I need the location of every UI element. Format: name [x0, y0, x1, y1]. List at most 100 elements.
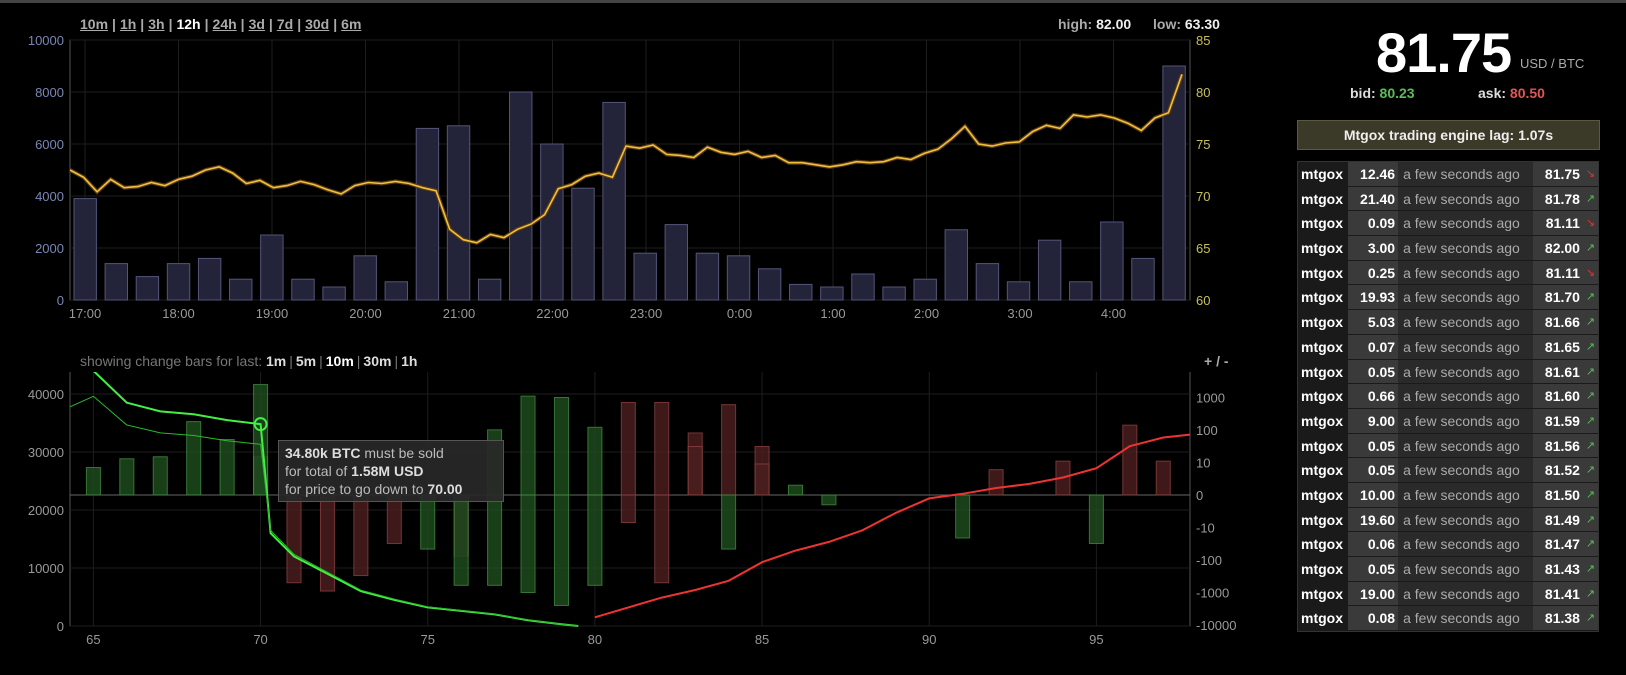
market-depth-chart[interactable]: 6570758085909501000020000300004000010000… — [0, 372, 1290, 675]
trade-amount: 19.00 — [1348, 581, 1399, 606]
exchange-name: mtgox — [1298, 581, 1349, 606]
volume-bar — [664, 224, 689, 301]
engine-lag-banner: Mtgox trading engine lag: 1.07s — [1297, 120, 1600, 150]
change-bars-5m[interactable]: 5m — [295, 353, 317, 369]
y-right-tick-label: -10000 — [1196, 618, 1236, 633]
change-bar — [286, 494, 302, 584]
trade-price: 81.75 — [1532, 162, 1583, 186]
arrow-down-icon: ↘ — [1582, 162, 1599, 186]
exchange-name: mtgox — [1298, 186, 1349, 211]
x-tick-label: 2:00 — [914, 306, 939, 321]
change-bar — [1155, 460, 1171, 496]
change-bar — [620, 402, 636, 496]
trade-row: mtgox 0.25 a few seconds ago 81.11 ↘ — [1298, 260, 1599, 286]
y-left-tick-label: 2000 — [35, 241, 64, 256]
change-bar — [587, 494, 603, 586]
volume-bar — [415, 127, 440, 301]
range-7d[interactable]: 7d — [276, 16, 294, 32]
trade-row: mtgox 19.00 a few seconds ago 81.41 ↗ — [1298, 581, 1599, 607]
volume-bar — [913, 278, 937, 301]
trade-row: mtgox 21.40 a few seconds ago 81.78 ↗ — [1298, 186, 1599, 212]
ticker-price: 81.75 USD / BTC — [1296, 20, 1616, 84]
y-right-tick-label: 100 — [1196, 423, 1218, 438]
arrow-up-icon: ↗ — [1582, 310, 1599, 334]
arrow-up-icon: ↗ — [1582, 186, 1599, 211]
trade-amount: 3.00 — [1348, 236, 1399, 260]
y-left-tick-label: 8000 — [35, 85, 64, 100]
volume-bar — [633, 252, 657, 301]
price-line — [69, 74, 1183, 244]
change-bars-1h[interactable]: 1h — [401, 353, 418, 369]
price-volume-chart[interactable]: 17:00 18:00 19:00 20:00 21:00 22:00 23:00 0:00 1… — [0, 30, 1280, 340]
change-bar — [787, 484, 803, 496]
change-bar — [386, 494, 402, 544]
trade-amount: 0.05 — [1348, 433, 1399, 458]
trade-row: mtgox 19.93 a few seconds ago 81.70 ↗ — [1298, 285, 1599, 311]
trade-row: mtgox 0.66 a few seconds ago 81.60 ↗ — [1298, 384, 1599, 409]
range-3d[interactable]: 3d — [248, 16, 265, 32]
trade-row: mtgox 9.00 a few seconds ago 81.59 ↗ — [1298, 408, 1599, 434]
change-bar — [152, 456, 168, 496]
bid-value: 80.23 — [1379, 85, 1415, 101]
y-left-tick-label: 6000 — [35, 137, 64, 152]
change-bar — [988, 469, 1004, 496]
plot-area — [69, 39, 1191, 301]
tooltip-line2: for total of — [285, 463, 348, 479]
change-bar — [687, 446, 703, 496]
change-bars-separator: | — [356, 353, 361, 369]
volume-bar — [446, 125, 471, 301]
range-24h[interactable]: 24h — [212, 16, 237, 32]
arrow-up-icon: ↗ — [1582, 236, 1599, 260]
exchange-name: mtgox — [1298, 162, 1349, 186]
ask-value: 80.50 — [1509, 85, 1545, 101]
exchange-name: mtgox — [1298, 211, 1349, 236]
x-tick-label: 70 — [253, 632, 267, 647]
x-tick-label: 4:00 — [1101, 306, 1126, 321]
trade-price: 81.65 — [1532, 334, 1583, 359]
change-bar — [186, 421, 202, 496]
arrow-up-icon: ↗ — [1582, 507, 1599, 532]
range-30d[interactable]: 30d — [305, 16, 330, 32]
change-bar — [85, 467, 101, 496]
arrow-up-icon: ↗ — [1582, 581, 1599, 606]
x-tick-label: 1:00 — [820, 306, 845, 321]
depth-tooltip: 34.80k BTC must be sold for total of 1.5… — [278, 440, 504, 502]
volume-bar — [477, 278, 502, 301]
trade-time: a few seconds ago — [1398, 532, 1533, 556]
change-bar — [721, 404, 737, 496]
y-right-tick-label: 60 — [1196, 293, 1210, 308]
volume-bar — [789, 283, 813, 301]
trade-price: 81.49 — [1532, 507, 1583, 532]
change-bars-1m[interactable]: 1m — [266, 353, 287, 369]
range-3h[interactable]: 3h — [148, 16, 165, 32]
range-separator: | — [204, 16, 209, 32]
tooltip-marker — [253, 417, 268, 432]
range-1h[interactable]: 1h — [119, 16, 137, 32]
volume-bar — [509, 91, 533, 301]
trade-time: a few seconds ago — [1398, 334, 1533, 359]
zoom-toggle-button[interactable]: + / - — [1204, 353, 1229, 369]
bid-label: bid: — [1350, 85, 1376, 101]
tooltip-target-price: 70.00 — [427, 481, 463, 497]
y-left-tick-label: 0 — [57, 293, 64, 308]
change-bars-30m[interactable]: 30m — [363, 353, 392, 369]
change-bars-10m[interactable]: 10m — [325, 353, 354, 369]
arrow-up-icon: ↗ — [1582, 359, 1599, 384]
trade-time: a few seconds ago — [1398, 482, 1533, 507]
trade-time: a few seconds ago — [1398, 211, 1533, 236]
range-12h[interactable]: 12h — [176, 16, 201, 32]
y-left-tick-label: 30000 — [28, 445, 64, 460]
volume-bar — [820, 286, 844, 301]
x-tick-label: 80 — [588, 632, 602, 647]
trade-price: 81.11 — [1532, 211, 1583, 236]
volume-bar — [975, 263, 1000, 301]
range-6m[interactable]: 6m — [341, 16, 362, 32]
high-number: 82.00 — [1096, 16, 1132, 32]
arrow-up-icon: ↗ — [1582, 408, 1599, 433]
range-10m[interactable]: 10m — [80, 16, 109, 32]
y-right-tick-label: 0 — [1196, 488, 1203, 503]
y-left-tick-label: 0 — [57, 619, 64, 634]
trade-time: a few seconds ago — [1398, 285, 1533, 310]
volume-bar — [322, 286, 346, 301]
y-right-tick-label: -1000 — [1196, 586, 1229, 601]
